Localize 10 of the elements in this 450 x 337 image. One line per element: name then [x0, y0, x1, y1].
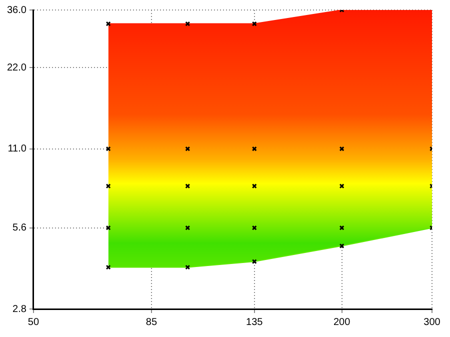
y-tick-label: 22.0 [6, 62, 27, 74]
x-tick-label: 200 [333, 316, 351, 328]
y-tick-label: 2.8 [12, 304, 27, 315]
x-tick-label: 300 [424, 316, 441, 328]
y-tick-label: 11.0 [8, 144, 27, 155]
x-tick-label: 85 [146, 316, 158, 328]
x-tick-label: 50 [28, 316, 40, 328]
y-tick-label: 5.6 [12, 222, 27, 234]
y-tick-label: 36.0 [6, 4, 27, 16]
x-tick-label: 135 [246, 316, 264, 328]
